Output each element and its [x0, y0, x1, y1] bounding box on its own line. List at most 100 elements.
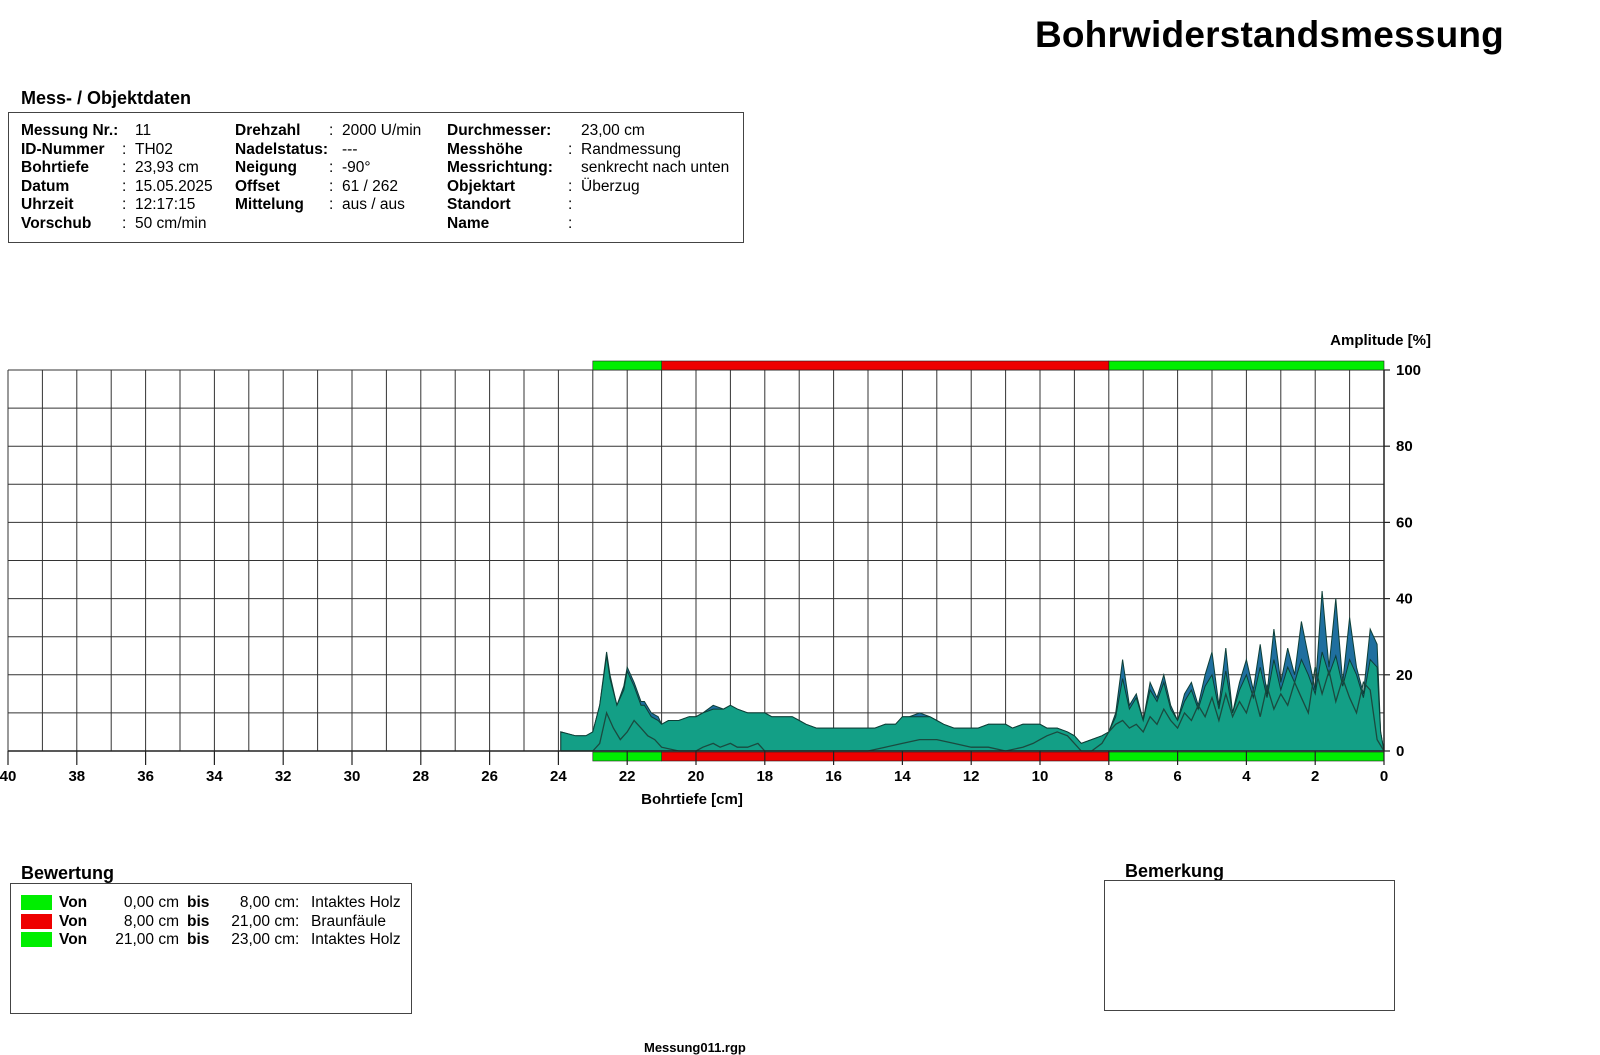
x-tick-label: 32 — [275, 768, 292, 785]
x-tick-label: 30 — [344, 768, 361, 785]
objektdaten-separator — [122, 122, 135, 141]
x-tick-label: 24 — [550, 768, 567, 785]
y-tick-label: 0 — [1396, 743, 1404, 760]
objektdaten-value: TH02 — [135, 140, 173, 158]
objektdaten-label: Bohrtiefe — [21, 159, 90, 177]
objektdaten-row: Name: — [447, 215, 729, 234]
objektdaten-separator: : — [122, 159, 127, 177]
objektdaten-value: 23,93 cm — [135, 159, 199, 177]
objektdaten-separator: : — [122, 196, 127, 214]
rating-bar-bottom-segment — [661, 751, 1110, 762]
rating-bar-top-segment — [592, 360, 662, 371]
x-tick-label: 12 — [963, 768, 980, 785]
bewertung-sep: : — [295, 931, 300, 948]
objektdaten-separator — [568, 122, 581, 141]
drilling-resistance-chart: 40 38 36 34 32 30 28 26 24 22 20 18 16 14 12 10 8 6 4 2 0020… — [0, 332, 1431, 808]
bewertung-to: 8,00 cm — [239, 894, 295, 911]
x-tick-label: 2 — [1311, 768, 1319, 785]
objektdaten-label: Standort — [447, 196, 511, 214]
objektdaten-value: 15.05.2025 — [135, 177, 213, 195]
x-axis-title: Bohrtiefe [cm] — [641, 791, 743, 808]
bewertung-to: 23,00 cm — [231, 931, 295, 948]
y-tick-label: 100 — [1396, 362, 1421, 379]
objektdaten-label: Mittelung — [235, 196, 304, 214]
objektdaten-row: Standort: — [447, 196, 729, 215]
x-tick-label: 4 — [1242, 768, 1251, 785]
objektdaten-separator — [568, 159, 581, 178]
objektdaten-value: Überzug — [581, 177, 640, 195]
objektdaten-separator: : — [122, 177, 127, 195]
objektdaten-row: Nadelstatus: --- — [235, 141, 421, 160]
objektdaten-row: Messung Nr.: 11 — [21, 122, 213, 141]
objektdaten-label: Name — [447, 214, 490, 232]
bewertung-panel: Von 0,00 cm bis 8,00 cm: Intaktes Holz Von 8,0… — [10, 883, 412, 1014]
x-tick-label: 36 — [137, 768, 154, 785]
bemerkung-title: Bemerkung — [1125, 861, 1225, 881]
x-tick-label: 38 — [68, 768, 85, 785]
objektdaten-column-3: Durchmesser: 23,00 cm Messhöhe: Randmessung… — [447, 122, 729, 234]
objektdaten-value: --- — [342, 140, 358, 158]
objektdaten-label: Datum — [21, 177, 70, 195]
objektdaten-value: 23,00 cm — [581, 122, 645, 139]
objektdaten-row: ID-Nummer: TH02 — [21, 141, 213, 160]
rating-bar-top-segment — [1108, 360, 1385, 371]
objektdaten-value: Randmessung — [581, 140, 681, 158]
objektdaten-separator: : — [568, 140, 573, 158]
bewertung-bis: bis — [187, 894, 210, 911]
x-tick-label: 14 — [894, 768, 911, 785]
rating-color-swatch — [21, 895, 52, 910]
objektdaten-separator: : — [568, 196, 573, 214]
objektdaten-value: 50 cm/min — [135, 214, 207, 232]
y-tick-label: 80 — [1396, 438, 1413, 455]
bewertung-bis: bis — [187, 912, 210, 930]
x-tick-label: 20 — [688, 768, 705, 785]
rating-color-swatch — [21, 932, 52, 947]
objektdaten-label: Drehzahl — [235, 122, 301, 139]
objektdaten-row: Uhrzeit:12:17:15 — [21, 196, 213, 215]
bemerkung-text — [1105, 881, 1394, 893]
x-tick-label: 26 — [481, 768, 498, 785]
footer-filename: Messung011.rgp — [644, 1040, 746, 1055]
objektdaten-separator: : — [329, 122, 334, 139]
objektdaten-value: senkrecht nach unten — [581, 159, 730, 177]
y-axis-title: Amplitude [%] — [1330, 332, 1431, 349]
bewertung-title: Bewertung — [21, 863, 115, 883]
bewertung-from: 8,00 cm — [123, 912, 179, 930]
objektdaten-label: Offset — [235, 177, 280, 195]
objektdaten-label: Nadelstatus: — [235, 140, 329, 158]
x-tick-label: 0 — [1380, 768, 1388, 785]
objektdaten-title: Mess- / Objektdaten — [21, 88, 192, 108]
bewertung-from: 0,00 cm — [123, 894, 179, 911]
bewertung-text: Braunfäule — [311, 912, 386, 930]
objektdaten-row: Drehzahl:2000 U/min — [235, 122, 421, 141]
x-tick-label: 22 — [619, 768, 636, 785]
bewertung-bis: bis — [187, 931, 210, 948]
objektdaten-label: Objektart — [447, 177, 516, 195]
objektdaten-value: aus / aus — [342, 196, 405, 214]
bemerkung-panel — [1104, 880, 1395, 1011]
objektdaten-row: Datum:15.05.2025 — [21, 178, 213, 197]
objektdaten-separator: : — [329, 196, 334, 214]
objektdaten-label: ID-Nummer — [21, 140, 105, 158]
objektdaten-label: Messung Nr.: — [21, 122, 119, 139]
x-tick-label: 18 — [756, 768, 773, 785]
objektdaten-separator: : — [122, 214, 127, 232]
x-tick-label: 34 — [206, 768, 223, 785]
objektdaten-row: Mittelung: aus / aus — [235, 196, 421, 215]
objektdaten-separator: : — [329, 177, 334, 195]
objektdaten-row: Messhöhe: Randmessung — [447, 141, 729, 160]
bewertung-sep: : — [295, 894, 300, 911]
x-tick-label: 8 — [1105, 768, 1113, 785]
bewertung-von: Von — [59, 931, 88, 948]
objektdaten-panel: Messung Nr.: 11 ID-Nummer: TH02 Bohrtiefe:23… — [8, 112, 744, 243]
page-title: Bohrwiderstandsmessung — [1034, 14, 1504, 55]
y-tick-label: 40 — [1396, 591, 1413, 608]
objektdaten-separator: : — [568, 214, 573, 232]
objektdaten-row: Bohrtiefe:23,93 cm — [21, 159, 213, 178]
objektdaten-value: 12:17:15 — [135, 196, 196, 214]
objektdaten-label: Uhrzeit — [21, 196, 74, 214]
objektdaten-row: Messrichtung: senkrecht nach unten — [447, 159, 729, 178]
objektdaten-label: Vorschub — [21, 214, 92, 232]
bewertung-text: Intaktes Holz — [311, 931, 401, 948]
objektdaten-value: 11 — [135, 122, 152, 139]
